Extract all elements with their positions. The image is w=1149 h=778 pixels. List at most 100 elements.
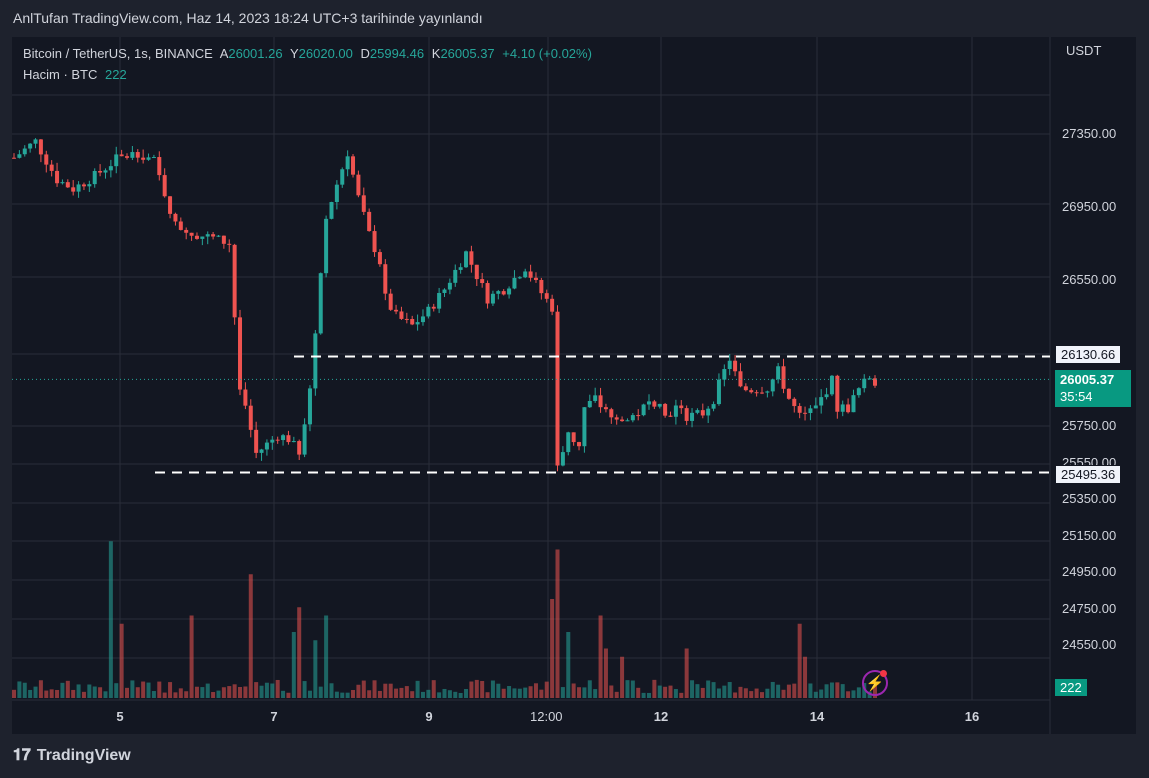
candle-body <box>517 277 522 279</box>
candle-body <box>431 306 436 309</box>
volume-bar <box>485 692 490 698</box>
candle-body <box>92 170 97 185</box>
candle-body <box>275 439 280 441</box>
symbol-name[interactable]: Bitcoin / TetherUS, 1s, BINANCE <box>23 46 213 61</box>
volume-bar <box>114 683 119 698</box>
candle-body <box>157 157 162 176</box>
candle-body <box>528 271 533 278</box>
volume-bar <box>550 599 555 698</box>
volume-bar <box>157 681 162 698</box>
volume-bar <box>108 541 113 698</box>
symbol-legend[interactable]: Bitcoin / TetherUS, 1s, BINANCE A26001.2… <box>23 46 596 61</box>
publish-caption: AnlTufan TradingView.com, Haz 14, 2023 1… <box>13 10 483 26</box>
volume-bar <box>232 684 237 698</box>
candle-body <box>539 279 544 294</box>
volume-bar <box>367 690 372 698</box>
volume-bar <box>324 615 329 698</box>
candle-body <box>437 292 442 309</box>
candle-body <box>550 298 555 312</box>
candle-body <box>657 403 662 407</box>
volume-bar <box>792 683 797 698</box>
candle-body <box>55 170 60 184</box>
candle-body <box>329 202 334 219</box>
volume-bar <box>431 680 436 698</box>
tradingview-footer[interactable]: 𝟏𝟕 TradingView <box>13 747 131 765</box>
volume-bar <box>227 686 232 698</box>
volume-bar <box>28 689 33 698</box>
volume-bar <box>716 688 721 698</box>
candle-body <box>646 401 651 405</box>
candle-body <box>560 452 565 466</box>
volume-bar <box>528 686 533 698</box>
price-tick-label: 27350.00 <box>1062 126 1117 141</box>
chart-panel[interactable] <box>12 37 1136 734</box>
high-value: 26020.00 <box>298 46 353 61</box>
candle-body <box>221 235 226 244</box>
price-tick-label: 25750.00 <box>1062 418 1117 433</box>
candle-body <box>587 400 592 408</box>
volume-bar <box>673 689 678 698</box>
candle-body <box>307 388 312 425</box>
candle-body <box>302 424 307 455</box>
volume-bar <box>480 680 485 698</box>
volume-bar <box>577 687 582 698</box>
candle-body <box>324 218 329 274</box>
candle-body <box>690 412 695 421</box>
volume-bar <box>135 687 140 698</box>
volume-bar <box>243 686 248 698</box>
candle-body <box>474 264 479 280</box>
volume-bar <box>630 680 635 698</box>
volume-bar <box>733 692 738 698</box>
candle-body <box>447 282 452 290</box>
candle-body <box>248 405 253 430</box>
candle-body <box>227 243 232 245</box>
volume-bar <box>711 682 716 698</box>
candle-body <box>361 195 366 212</box>
price-tick-label: 25150.00 <box>1062 527 1117 543</box>
volume-bar <box>12 689 16 698</box>
volume-bar <box>184 691 189 698</box>
candle-body <box>216 235 221 237</box>
candle-body <box>496 291 501 294</box>
volume-bar <box>221 687 226 698</box>
candle-body <box>679 405 684 409</box>
lightning-icon[interactable]: ⚡ <box>862 670 888 696</box>
volume-bar <box>447 690 452 698</box>
volume-bar <box>786 684 791 698</box>
volume-bar <box>264 682 269 698</box>
volume-bar <box>372 680 377 698</box>
volume-legend[interactable]: Hacim · BTC 222 <box>23 67 131 82</box>
volume-bar <box>162 692 167 698</box>
volume-bar <box>98 687 103 698</box>
volume-bar <box>259 685 264 698</box>
volume-bar <box>501 688 506 698</box>
candle-body <box>684 408 689 421</box>
volume-bar <box>426 689 431 698</box>
candle-body <box>630 415 635 421</box>
volume-bar <box>415 680 420 698</box>
candle-body <box>65 182 70 188</box>
candle-body <box>620 419 625 422</box>
volume-bar <box>55 689 60 698</box>
volume-bar <box>103 691 108 698</box>
volume-bar <box>856 687 861 698</box>
volume-bar <box>781 689 786 698</box>
volume-bar <box>205 683 210 698</box>
volume-bar <box>469 681 474 698</box>
volume-bar <box>168 682 173 698</box>
volume-bar <box>377 690 382 698</box>
volume-bar <box>706 680 711 698</box>
candle-body <box>733 360 738 372</box>
time-tick-label: 16 <box>964 709 980 724</box>
candle-body <box>33 139 38 144</box>
volume-bar <box>539 689 544 698</box>
candle-body <box>372 231 377 253</box>
candle-body <box>873 378 877 386</box>
volume-bar <box>383 683 388 698</box>
volume-bar <box>641 692 646 698</box>
low-value: 25994.46 <box>369 46 425 61</box>
candle-body <box>281 435 286 441</box>
currency-label[interactable]: USDT <box>1066 43 1102 58</box>
volume-bar <box>609 685 614 698</box>
